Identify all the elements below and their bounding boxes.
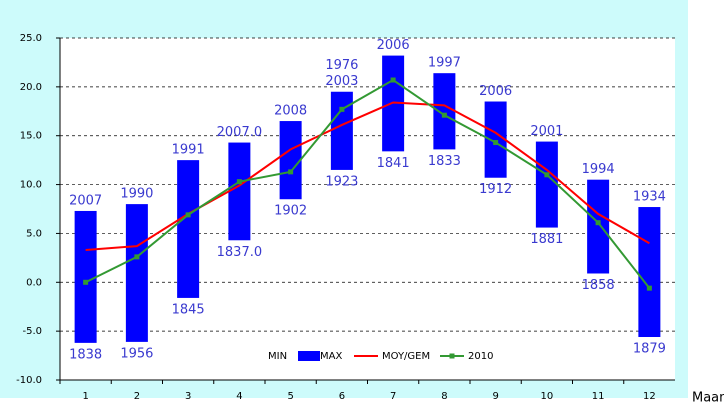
min-label: 1833 <box>428 154 461 169</box>
max-label: 2007.0 <box>217 125 263 140</box>
min-label: 1879 <box>633 342 666 357</box>
min-label: 1902 <box>274 204 307 219</box>
legend-label: MOY/GEM <box>382 351 430 362</box>
x-tick-label: 10 <box>541 391 554 402</box>
max-label: 2006 <box>479 84 512 99</box>
range-bar <box>484 101 507 178</box>
max-label: 1994 <box>582 162 615 177</box>
series-line <box>85 101 650 252</box>
series-line <box>85 78 651 289</box>
max-label: 2003 <box>325 74 358 89</box>
x-tick-label: 2 <box>134 391 140 402</box>
x-axis-label: Maand <box>692 391 724 406</box>
min-label: 1956 <box>120 346 153 361</box>
point-marker <box>134 254 140 260</box>
y-tick-label: 10.0 <box>20 180 42 191</box>
max-label: 1991 <box>172 143 205 158</box>
range-bar <box>638 207 661 338</box>
max-label: 1990 <box>120 187 153 202</box>
min-label: 1837.0 <box>217 245 263 260</box>
legend-label: 2010 <box>468 351 493 362</box>
range-bar <box>177 160 200 298</box>
point-marker <box>83 279 89 285</box>
min-label: 1841 <box>377 156 410 171</box>
point-marker <box>493 140 499 146</box>
min-label: 1881 <box>530 232 563 247</box>
y-tick-label: 15.0 <box>20 131 42 142</box>
range-bar <box>587 179 610 274</box>
max-label: 2007 <box>69 193 102 208</box>
range-bar <box>74 210 97 343</box>
min-label: 1923 <box>325 174 358 189</box>
range-bar <box>535 141 558 228</box>
y-tick-label: -5.0 <box>22 326 42 337</box>
legend-swatch <box>449 353 455 359</box>
point-marker <box>288 169 294 175</box>
range-bar <box>125 204 148 342</box>
x-tick-label: 5 <box>287 391 293 402</box>
range-bar <box>330 91 353 170</box>
point-marker <box>185 212 191 218</box>
point-marker <box>339 106 345 112</box>
min-label: 1858 <box>582 278 615 293</box>
x-tick-label: 3 <box>185 391 191 402</box>
x-tick-label: 11 <box>592 391 605 402</box>
legend-label: MIN <box>268 351 287 362</box>
point-marker <box>595 220 601 226</box>
range-bar <box>228 142 251 241</box>
range-bar <box>279 121 302 200</box>
point-marker <box>390 77 396 83</box>
y-tick-label: -10.0 <box>16 375 42 386</box>
x-tick-label: 4 <box>236 391 242 402</box>
point-marker <box>544 172 550 178</box>
y-tick-label: 20.0 <box>20 82 42 93</box>
point-marker <box>441 112 447 118</box>
legend-swatch <box>298 351 320 361</box>
min-label: 1845 <box>172 302 205 317</box>
point-marker <box>236 179 242 185</box>
max-label: 2008 <box>274 104 307 119</box>
max-label: 1997 <box>428 56 461 71</box>
min-label: 1838 <box>69 347 102 362</box>
x-tick-label: 7 <box>390 391 396 402</box>
max-label: 2001 <box>530 124 563 139</box>
min-label: 1912 <box>479 182 512 197</box>
point-marker <box>646 285 652 291</box>
x-tick-label: 12 <box>643 391 656 402</box>
x-tick-label: 9 <box>492 391 498 402</box>
range-bar <box>433 73 456 150</box>
y-tick-label: 0.0 <box>26 277 42 288</box>
annotation: 1976 <box>325 58 358 73</box>
x-tick-label: 1 <box>82 391 88 402</box>
y-tick-label: 25.0 <box>20 33 42 44</box>
legend-label: MAX <box>320 351 342 362</box>
max-label: 1934 <box>633 190 666 205</box>
max-label: 2006 <box>377 38 410 53</box>
x-tick-label: 8 <box>441 391 447 402</box>
y-tick-label: 5.0 <box>26 228 42 239</box>
x-tick-label: 6 <box>339 391 345 402</box>
